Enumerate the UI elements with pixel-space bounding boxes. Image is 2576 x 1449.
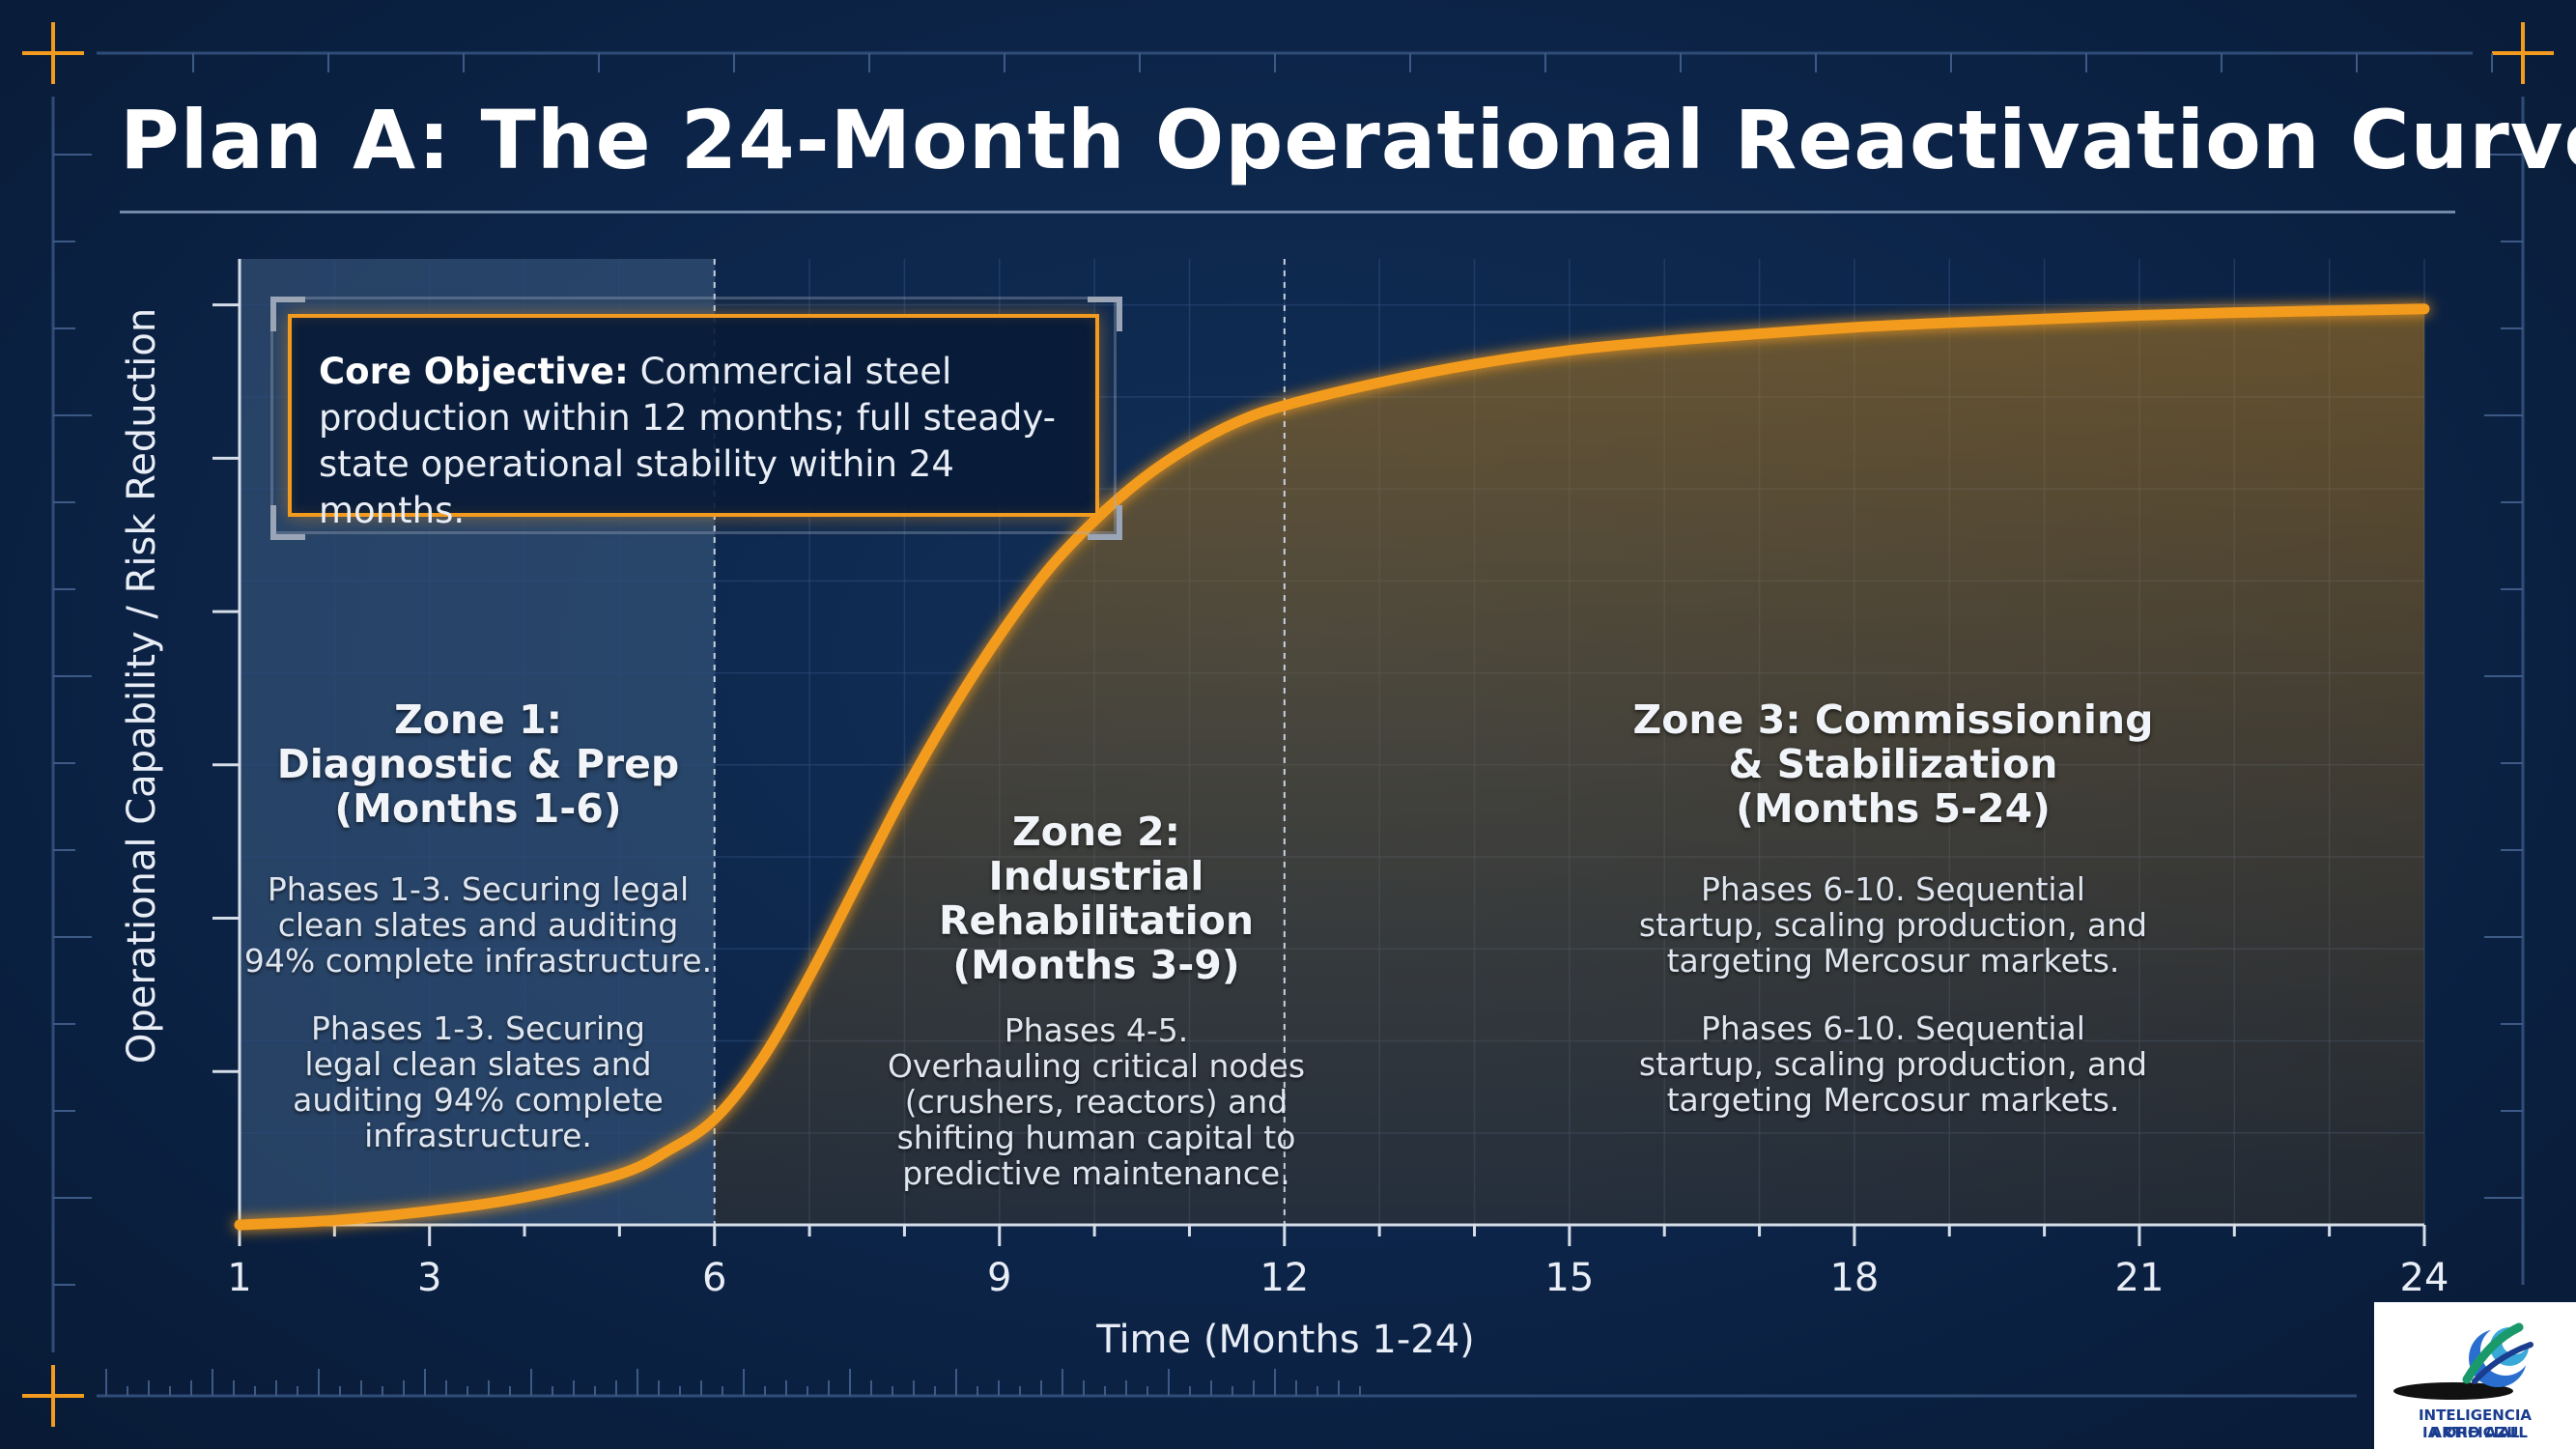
objective-corner: [270, 505, 305, 540]
x-tick-label: 1: [227, 1256, 251, 1300]
core-objective-box: Core Objective: Commercial steel product…: [288, 314, 1099, 531]
zone-text-line: startup, scaling production, and: [1638, 1045, 2148, 1083]
zone-text-line: legal clean slates and: [304, 1045, 652, 1083]
zone-3-title: Zone 3: Commissioning & Stabilization (Mon…: [1574, 697, 2212, 831]
x-tick-label: 6: [702, 1256, 726, 1300]
zone-title-line: Industrial: [988, 853, 1204, 899]
zone-text-line: shifting human capital to: [896, 1119, 1296, 1156]
zone-2-title: Zone 2: Industrial Rehabilitation (Months 3…: [778, 810, 1415, 987]
y-axis-label: Operational Capability / Risk Reduction: [120, 308, 164, 1064]
zone-1-description: Phases 1-3. Securing legal clean slates a…: [159, 871, 797, 979]
zone-title-line: Zone 3: Commissioning: [1632, 696, 2154, 743]
zone-title-line: Zone 1:: [393, 696, 563, 743]
zone-text-line: 94% complete infrastructure.: [243, 942, 713, 980]
zone-title-line: & Stabilization: [1728, 741, 2058, 787]
zone-1-title: Zone 1: Diagnostic & Prep (Months 1-6): [159, 697, 797, 831]
zone-1-description: Phases 1-3. Securing legal clean slates a…: [159, 1010, 797, 1153]
x-tick-label: 12: [1260, 1256, 1309, 1300]
title-divider: [120, 211, 2455, 213]
x-axis-label: Time (Months 1-24): [1095, 1318, 1475, 1362]
zone-title-line: Rehabilitation: [938, 897, 1255, 944]
zone-boundaries: [713, 259, 1286, 1225]
x-tick-label: 3: [417, 1256, 441, 1300]
brand-logo: INTELIGENCIA ARTIFICIAL IA ORO AZUL: [2374, 1302, 2576, 1449]
frame-decoration: [22, 22, 2554, 1427]
zone-title-line: (Months 3-9): [952, 942, 1240, 988]
x-tick-label: 18: [1829, 1256, 1879, 1300]
objective-corner: [270, 297, 305, 331]
zone-text-line: Phases 6-10. Sequential: [1701, 1009, 2085, 1047]
page-title: Plan A: The 24-Month Operational Reactiv…: [120, 93, 2576, 187]
logo-emblem-icon: [2393, 1322, 2534, 1400]
x-tick-label: 9: [987, 1256, 1011, 1300]
zone-text-line: Overhauling critical nodes: [887, 1047, 1306, 1085]
logo-text-line-1: INTELIGENCIA ARTIFICIAL: [2418, 1406, 2533, 1441]
zone-2-description: Phases 4-5. Overhauling critical nodes (cr…: [778, 1012, 1415, 1191]
zone-title-line: (Months 1-6): [334, 785, 622, 832]
chart-axes: [212, 259, 2426, 1246]
zone-text-line: targeting Mercosur markets.: [1666, 1081, 2120, 1119]
curve-area-fill: [714, 308, 2424, 1225]
zone-3-description: Phases 6-10. Sequential startup, scaling …: [1574, 871, 2212, 979]
zone-text-line: infrastructure.: [364, 1117, 592, 1154]
zone-text-line: Phases 1-3. Securing legal: [267, 870, 690, 908]
x-tick-labels: 1 3 6 9 12 15 18 21 24: [227, 1256, 2449, 1300]
logo-text-line-2: IA ORO AZUL: [2422, 1424, 2528, 1441]
objective-corner: [1088, 297, 1122, 331]
objective-text: Commercial steel production within 12 mo…: [319, 351, 1056, 531]
zone-text-line: (crushers, reactors) and: [904, 1083, 1288, 1121]
zone-text-line: startup, scaling production, and: [1638, 906, 2148, 944]
zone-text-line: clean slates and auditing: [277, 906, 679, 944]
zone-text-line: Phases 6-10. Sequential: [1701, 870, 2085, 908]
x-tick-label: 15: [1544, 1256, 1594, 1300]
zone-text-line: auditing 94% complete: [293, 1081, 664, 1119]
zone-title-line: Diagnostic & Prep: [276, 741, 680, 787]
zone-text-line: Phases 4-5.: [1004, 1011, 1189, 1049]
x-tick-label: 24: [2400, 1256, 2449, 1300]
zone-text-line: predictive maintenance.: [902, 1154, 1290, 1192]
objective-label: Core Objective:: [319, 351, 629, 392]
objective-corner: [1088, 505, 1122, 540]
x-tick-label: 21: [2115, 1256, 2165, 1300]
zone-3-description: Phases 6-10. Sequential startup, scaling …: [1574, 1010, 2212, 1118]
reactivation-curve-line: [234, 303, 2430, 1231]
zone-text-line: targeting Mercosur markets.: [1666, 942, 2120, 980]
objective-frame: [270, 297, 1117, 534]
zone-title-line: (Months 5-24): [1736, 785, 2051, 832]
zone-text-line: Phases 1-3. Securing: [310, 1009, 645, 1047]
zone-title-line: Zone 2:: [1011, 809, 1181, 855]
